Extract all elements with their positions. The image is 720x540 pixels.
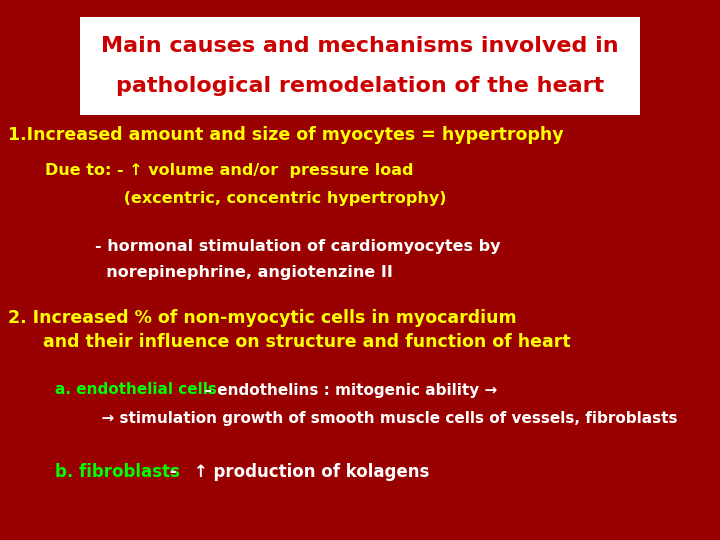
- Text: -   ↑ production of kolagens: - ↑ production of kolagens: [164, 463, 430, 481]
- Text: 2. Increased % of non-myocytic cells in myocardium: 2. Increased % of non-myocytic cells in …: [8, 309, 517, 327]
- Text: norepinephrine, angiotenzine II: norepinephrine, angiotenzine II: [95, 265, 393, 280]
- Text: – endothelins : mitogenic ability →: – endothelins : mitogenic ability →: [199, 382, 498, 397]
- Text: b. fibroblasts: b. fibroblasts: [55, 463, 180, 481]
- Text: pathological remodelation of the heart: pathological remodelation of the heart: [116, 76, 604, 96]
- Text: 1.Increased amount and size of myocytes = hypertrophy: 1.Increased amount and size of myocytes …: [8, 126, 564, 144]
- Text: Main causes and mechanisms involved in: Main causes and mechanisms involved in: [102, 36, 618, 56]
- Text: and their influence on structure and function of heart: and their influence on structure and fun…: [25, 333, 571, 351]
- Text: a. endothelial cells: a. endothelial cells: [55, 382, 217, 397]
- Text: → stimulation growth of smooth muscle cells of vessels, fibroblasts: → stimulation growth of smooth muscle ce…: [70, 410, 678, 426]
- Bar: [80, 17, 640, 115]
- Text: (excentric, concentric hypertrophy): (excentric, concentric hypertrophy): [45, 191, 446, 206]
- Text: - hormonal stimulation of cardiomyocytes by: - hormonal stimulation of cardiomyocytes…: [95, 240, 500, 254]
- Text: Due to: - ↑ volume and/or  pressure load: Due to: - ↑ volume and/or pressure load: [45, 163, 413, 178]
